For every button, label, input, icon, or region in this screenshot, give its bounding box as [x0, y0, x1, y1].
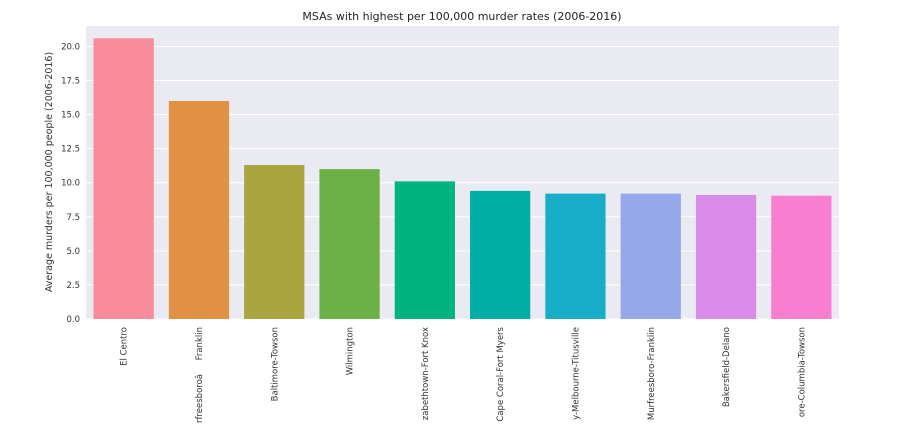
y-tick-label: 20.0 [61, 42, 80, 52]
y-tick-label: 10.0 [61, 179, 80, 189]
x-tick-label: Murfreesboro-Franklin [647, 327, 657, 420]
x-tick-label: ore-Columbia-Towson [797, 327, 807, 417]
chart-title: MSAs with highest per 100,000 murder rat… [302, 10, 621, 23]
bar [244, 165, 305, 319]
x-tick-label: Bakersfield-Delano [722, 327, 732, 407]
x-tick-label: El Centro [120, 327, 130, 366]
y-tick-label: 12.5 [61, 145, 80, 155]
bar [93, 38, 154, 320]
bars [93, 38, 832, 320]
bar [470, 190, 531, 319]
y-axis-label: Average murders per 100,000 people (2006… [44, 52, 55, 292]
y-tick-label: 2.5 [66, 281, 80, 291]
bar [695, 194, 757, 319]
x-tick-label: y-Melbourne-Titusville [571, 327, 581, 420]
y-tick-label: 0.0 [66, 315, 80, 325]
y-axis-ticks: 0.0 2.5 5.0 7.5 10.0 12.5 15.0 17.5 20.0 [61, 42, 80, 325]
bar [620, 193, 681, 319]
x-tick-label: rfreesboroâFranklin [195, 327, 205, 423]
x-tick-label: zabethtown-Fort Knox [421, 327, 431, 420]
bar [545, 193, 606, 319]
x-tick-label: Baltimore-Towson [270, 327, 280, 401]
x-axis-ticks: El Centro rfreesboroâFranklin Baltimore-… [120, 326, 808, 423]
bar [771, 195, 832, 319]
bar [319, 169, 380, 319]
y-tick-label: 7.5 [66, 213, 80, 223]
y-tick-label: 15.0 [61, 111, 80, 121]
x-tick-label: Wilmington [346, 327, 356, 375]
y-tick-label: 17.5 [61, 77, 80, 87]
bar [394, 181, 455, 319]
x-tick-label: Cape Coral-Fort Myers [496, 326, 506, 421]
y-tick-label: 5.0 [66, 247, 80, 257]
bar [168, 100, 230, 319]
